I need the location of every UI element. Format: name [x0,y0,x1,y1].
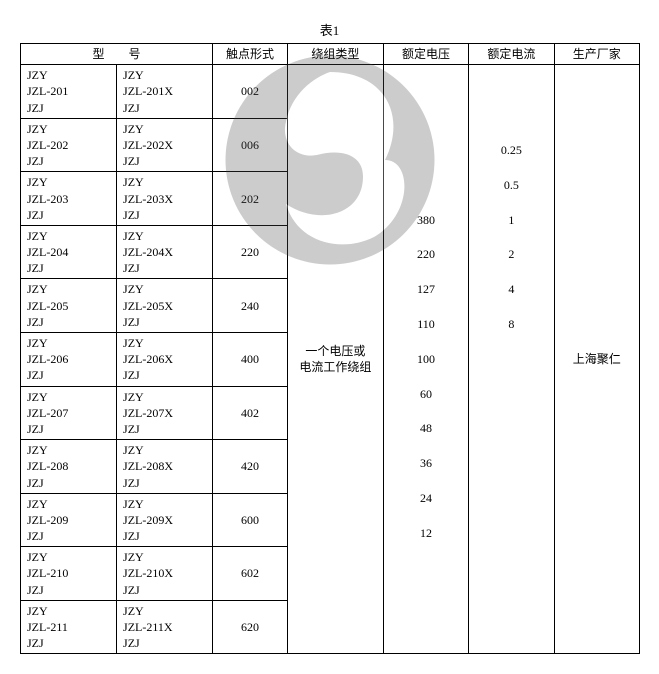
model-cell-b: JZYJZL-204XJZJ [117,225,213,279]
col-maker: 生产厂家 [554,44,639,65]
contact-cell: 400 [213,333,288,387]
header-row: 型 号 触点形式 绕组类型 额定电压 额定电流 生产厂家 [21,44,640,65]
col-model: 型 号 [21,44,213,65]
model-cell-b: JZYJZL-209XJZJ [117,493,213,547]
table-row: JZYJZL-201JZJJZYJZL-201XJZJ002一个电压或电流工作绕… [21,65,640,119]
model-cell-b: JZYJZL-208XJZJ [117,440,213,494]
table-caption: 表1 [20,20,639,39]
model-cell-b: JZYJZL-207XJZJ [117,386,213,440]
model-cell-a: JZYJZL-206JZJ [21,333,117,387]
model-cell-b: JZYJZL-210XJZJ [117,547,213,601]
contact-cell: 202 [213,172,288,226]
contact-cell: 600 [213,493,288,547]
contact-cell: 240 [213,279,288,333]
model-cell-a: JZYJZL-205JZJ [21,279,117,333]
contact-cell: 220 [213,225,288,279]
model-cell-b: JZYJZL-211XJZJ [117,600,213,654]
current-cell: 0.250.51248 [469,65,554,654]
model-cell-a: JZYJZL-211JZJ [21,600,117,654]
model-cell-a: JZYJZL-203JZJ [21,172,117,226]
model-cell-b: JZYJZL-206XJZJ [117,333,213,387]
model-cell-a: JZYJZL-209JZJ [21,493,117,547]
col-contact: 触点形式 [213,44,288,65]
winding-cell: 一个电压或电流工作绕组 [287,65,383,654]
maker-cell: 上海聚仁 [554,65,639,654]
model-cell-b: JZYJZL-201XJZJ [117,65,213,119]
model-cell-a: JZYJZL-207JZJ [21,386,117,440]
model-cell-b: JZYJZL-205XJZJ [117,279,213,333]
contact-cell: 006 [213,118,288,172]
model-cell-a: JZYJZL-210JZJ [21,547,117,601]
spec-table: 型 号 触点形式 绕组类型 额定电压 额定电流 生产厂家 JZYJZL-201J… [20,43,640,654]
model-cell-b: JZYJZL-202XJZJ [117,118,213,172]
contact-cell: 402 [213,386,288,440]
col-voltage: 额定电压 [383,44,468,65]
contact-cell: 620 [213,600,288,654]
voltage-cell: 3802201271101006048362412 [383,65,468,654]
contact-cell: 602 [213,547,288,601]
model-cell-a: JZYJZL-204JZJ [21,225,117,279]
contact-cell: 420 [213,440,288,494]
model-cell-b: JZYJZL-203XJZJ [117,172,213,226]
col-current: 额定电流 [469,44,554,65]
col-winding: 绕组类型 [287,44,383,65]
model-cell-a: JZYJZL-208JZJ [21,440,117,494]
model-cell-a: JZYJZL-201JZJ [21,65,117,119]
contact-cell: 002 [213,65,288,119]
model-cell-a: JZYJZL-202JZJ [21,118,117,172]
